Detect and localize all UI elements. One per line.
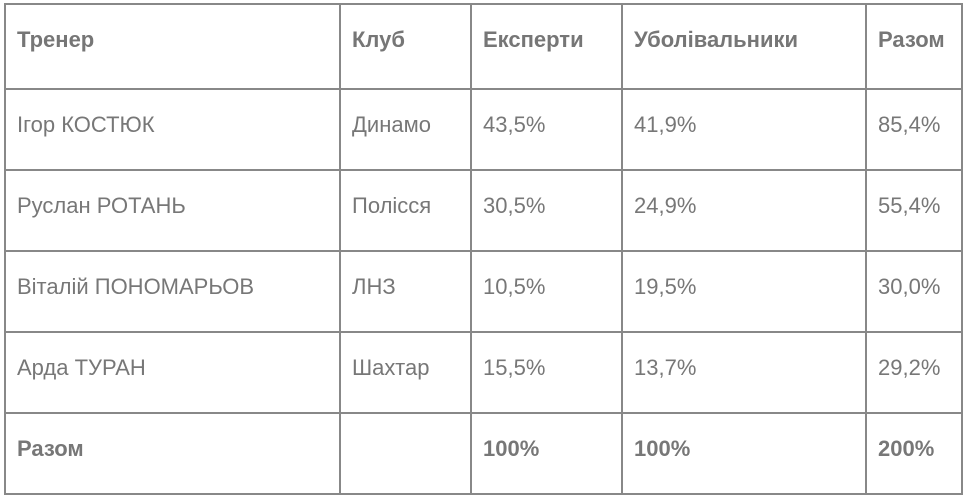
total-experts: 100%: [470, 412, 623, 495]
cell-total: 29,2%: [865, 331, 963, 414]
header-fans: Уболівальники: [621, 3, 867, 90]
cell-total: 30,0%: [865, 250, 963, 333]
cell-experts: 43,5%: [470, 88, 623, 171]
table-row: Ігор КОСТЮК Динамо 43,5% 41,9% 85,4%: [4, 88, 963, 171]
cell-total: 85,4%: [865, 88, 963, 171]
table-row: Віталій ПОНОМАРЬОВ ЛНЗ 10,5% 19,5% 30,0%: [4, 250, 963, 333]
total-club: [339, 412, 472, 495]
total-total: 200%: [865, 412, 963, 495]
cell-experts: 10,5%: [470, 250, 623, 333]
cell-club: Динамо: [339, 88, 472, 171]
total-coach: Разом: [4, 412, 341, 495]
coach-votes-table: Тренер Клуб Експерти Уболівальники Разом Іго…: [4, 3, 963, 495]
total-fans: 100%: [621, 412, 867, 495]
table-row: Руслан РОТАНЬ Полісся 30,5% 24,9% 55,4%: [4, 169, 963, 252]
header-row: Тренер Клуб Експерти Уболівальники Разом: [4, 3, 963, 90]
cell-club: Полісся: [339, 169, 472, 252]
total-row: Разом 100% 100% 200%: [4, 412, 963, 495]
header-total: Разом: [865, 3, 963, 90]
cell-coach: Руслан РОТАНЬ: [4, 169, 341, 252]
cell-club: Шахтар: [339, 331, 472, 414]
header-club: Клуб: [339, 3, 472, 90]
cell-fans: 19,5%: [621, 250, 867, 333]
cell-experts: 30,5%: [470, 169, 623, 252]
cell-club: ЛНЗ: [339, 250, 472, 333]
cell-coach: Арда ТУРАН: [4, 331, 341, 414]
cell-fans: 41,9%: [621, 88, 867, 171]
cell-coach: Віталій ПОНОМАРЬОВ: [4, 250, 341, 333]
cell-coach: Ігор КОСТЮК: [4, 88, 341, 171]
cell-fans: 24,9%: [621, 169, 867, 252]
header-coach: Тренер: [4, 3, 341, 90]
cell-total: 55,4%: [865, 169, 963, 252]
cell-fans: 13,7%: [621, 331, 867, 414]
cell-experts: 15,5%: [470, 331, 623, 414]
header-experts: Експерти: [470, 3, 623, 90]
table-row: Арда ТУРАН Шахтар 15,5% 13,7% 29,2%: [4, 331, 963, 414]
